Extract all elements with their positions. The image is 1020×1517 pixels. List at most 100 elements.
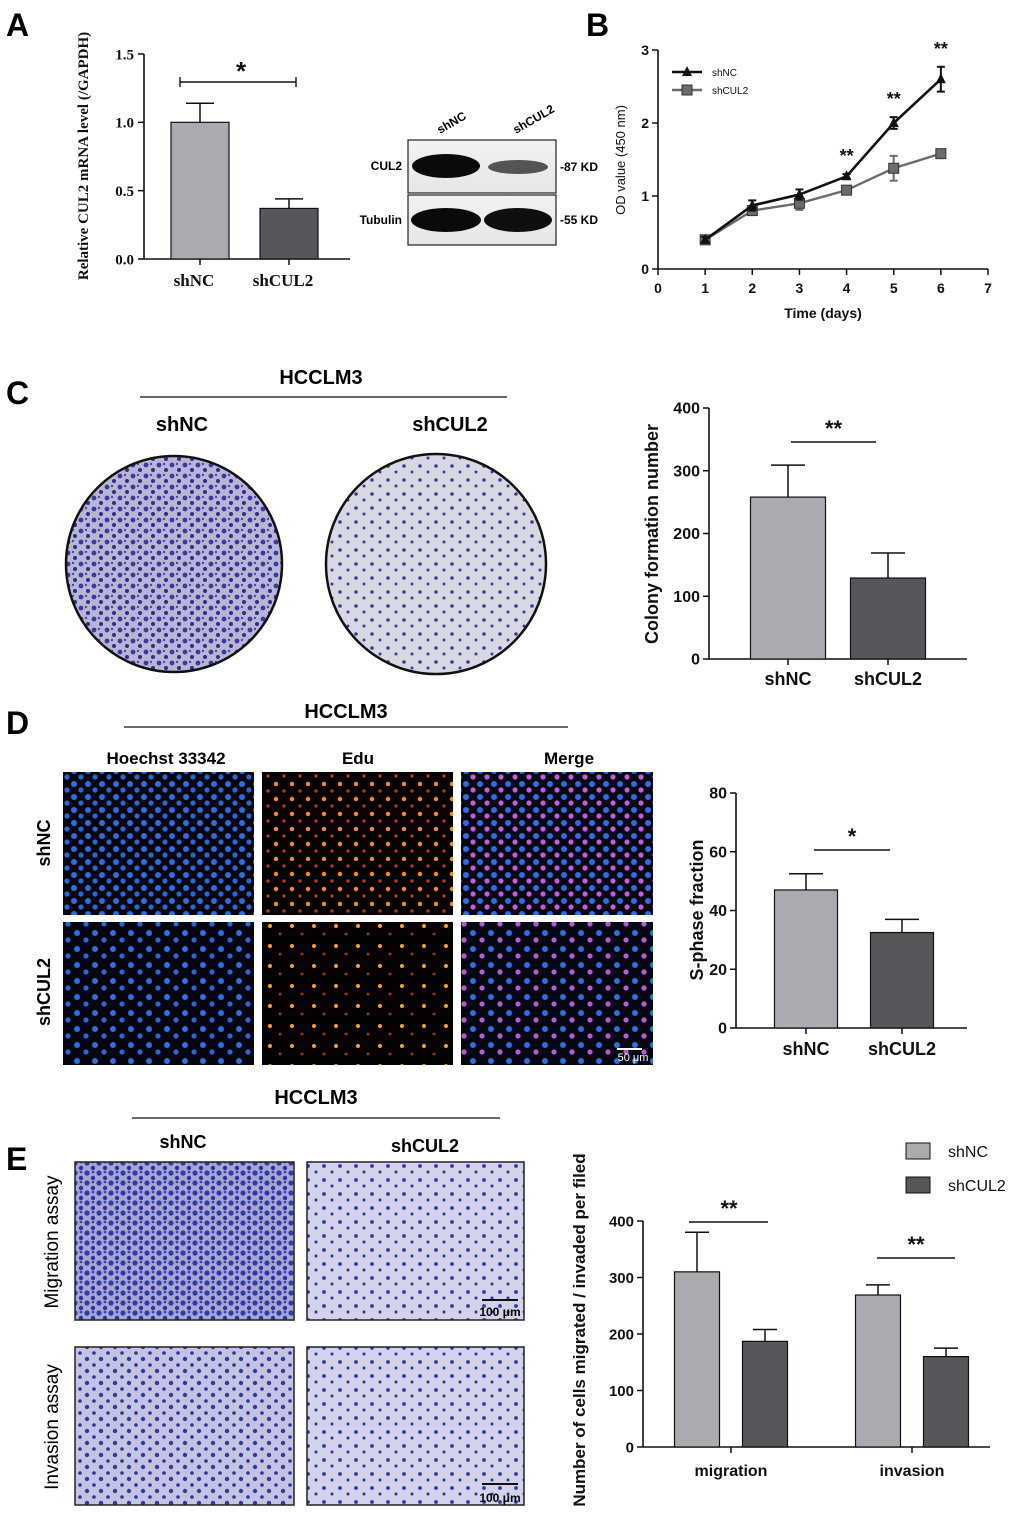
hcclm3-label-c: HCCLM3 [279, 367, 362, 389]
4-y-tick-label: 0 [626, 1439, 634, 1456]
e-x-label: invasion [880, 1463, 945, 1480]
a-sig-star: * [236, 56, 247, 86]
row-label-invasion: Invasion assay [42, 1364, 63, 1490]
D-bar-shNC [773, 889, 839, 1029]
e-legend-label-shCUL2: shCUL2 [948, 1178, 1006, 1195]
3-y-tick-label: 80 [709, 786, 727, 803]
band-cul2-shnc [412, 154, 480, 178]
D-y-label: S-phase fraction [687, 839, 707, 980]
b-sig-star: ** [840, 146, 854, 166]
lane-label-shnc: shNC [435, 109, 469, 137]
b-x-tick-label: 5 [890, 280, 898, 296]
a-bar-shCUL2 [259, 207, 319, 260]
b-point-shNC [747, 199, 758, 210]
0-y-tick-label: 1.0 [115, 116, 134, 132]
panel-letter-c: C [6, 375, 29, 411]
3-y-tick-label: 40 [709, 903, 727, 920]
scale-label-50: 50 μm [618, 1052, 649, 1064]
panel-letter-a: A [6, 7, 29, 43]
colony-dish-shnc [64, 454, 284, 674]
img-invasion-shcul2 [306, 1346, 525, 1506]
3-y-tick-label: 20 [709, 962, 727, 979]
scale-label-100-invasion: 100 μm [479, 1491, 520, 1505]
transwell-label-shcul2: shCUL2 [391, 1136, 459, 1156]
panel-letter-b: B [586, 7, 609, 43]
2-y-tick-label: 100 [673, 589, 700, 606]
1-y-tick-label: 3 [641, 42, 649, 58]
img-edu-shcul2 [262, 922, 453, 1065]
colony-label-shcul2: shCUL2 [412, 414, 488, 436]
C-sig-star: ** [825, 416, 843, 441]
b-y-label: OD value (450 nm) [613, 105, 628, 215]
C-x-label: shNC [764, 669, 811, 689]
1-y-tick-label: 2 [641, 115, 649, 131]
transwell-label-shnc: shNC [159, 1132, 206, 1152]
colony-panel: HCCLM3 shNC shCUL2 [64, 367, 548, 676]
1-y-tick-label: 0 [641, 261, 649, 277]
C-x-label: shCUL2 [854, 669, 922, 689]
col-label-merge: Merge [544, 749, 594, 768]
b-x-tick-label: 4 [843, 280, 851, 296]
2-y-tick-label: 200 [673, 526, 700, 543]
b-line-shCUL2 [704, 152, 942, 241]
e-x-label: migration [695, 1463, 768, 1480]
band-tubulin-shcul2 [484, 208, 552, 232]
a-bar-shNC [170, 121, 230, 260]
img-merge-shcul2 [461, 922, 653, 1065]
chart-c: 0 100 200 300 400 shNC shCUL2 ** Colony formatio… [642, 401, 967, 689]
4-y-tick-label: 200 [609, 1326, 634, 1343]
chart-a: 0.0 0.5 1.0 1.5 shNC shCUL2 * Relative CUL2 mRN… [76, 32, 350, 290]
b-x-tick-label: 1 [701, 280, 709, 296]
img-merge-shnc [461, 772, 653, 915]
panel-letter-e: E [6, 1141, 27, 1177]
b-x-tick-label: 6 [937, 280, 945, 296]
e-bar-shCUL2-migration [741, 1340, 789, 1448]
e-sig-star-migration: ** [720, 1196, 738, 1221]
b-legend-marker-shNC [682, 66, 692, 76]
D-sig-star: * [848, 824, 857, 849]
b-point-shCUL2 [841, 184, 853, 196]
blot-protein-tubulin: Tubulin [360, 213, 402, 227]
b-point-shNC [700, 233, 711, 244]
img-migration-shcul2 [306, 1161, 525, 1321]
scale-label-100-migration: 100 μm [479, 1305, 520, 1319]
b-x-tick-label: 3 [796, 280, 804, 296]
a-x-label: shNC [174, 271, 215, 290]
chart-b: 0 1 2 3 0 1 2 3 4 5 6 7 Time (days) OD value (450 nm)… [613, 39, 992, 321]
2-y-tick-label: 400 [673, 401, 700, 418]
e-legend-label-shNC: shNC [948, 1144, 988, 1161]
img-hoechst-shcul2 [63, 922, 254, 1065]
img-hoechst-shnc [63, 772, 254, 915]
b-point-shCUL2 [935, 148, 947, 160]
b-point-shNC [888, 117, 899, 127]
C-bar-shCUL2 [849, 577, 927, 660]
blot-protein-cul2: CUL2 [371, 159, 403, 173]
e-bar-shCUL2-invasion [922, 1355, 970, 1448]
western-blot: shNC shCUL2 CUL2 Tubulin -87 KD -55 KD [360, 102, 598, 246]
b-x-tick-label: 2 [748, 280, 756, 296]
3-y-tick-label: 60 [709, 844, 727, 861]
b-legend-label-shCUL2: shCUL2 [712, 86, 749, 97]
colony-dish-shcul2 [324, 452, 548, 676]
band-tubulin-shnc [411, 208, 481, 232]
a-x-label: shCUL2 [253, 271, 313, 290]
e-y-label: Number of cells migrated / invaded per f… [570, 1153, 589, 1506]
blot-size-cul2: -87 KD [560, 160, 598, 174]
band-cul2-shcul2 [488, 160, 548, 174]
blot-size-tubulin: -55 KD [560, 213, 598, 227]
4-y-tick-label: 400 [609, 1213, 634, 1230]
4-y-tick-label: 300 [609, 1270, 634, 1287]
col-label-edu: Edu [342, 749, 374, 768]
img-migration-shnc [74, 1161, 295, 1321]
chart-d: 0 20 40 60 80 shNC shCUL2 * S-phase fraction [687, 786, 967, 1059]
b-x-label: Time (days) [784, 305, 862, 321]
colony-label-shnc: shNC [156, 414, 208, 436]
hcclm3-label-d: HCCLM3 [304, 701, 387, 723]
img-edu-shnc [262, 772, 453, 915]
b-x-tick-label: 0 [654, 280, 662, 296]
row-label-shnc-d: shNC [34, 819, 54, 866]
b-x-tick-label: 7 [984, 280, 992, 296]
e-sig-star-invasion: ** [907, 1232, 925, 1257]
b-point-shCUL2 [888, 162, 900, 174]
